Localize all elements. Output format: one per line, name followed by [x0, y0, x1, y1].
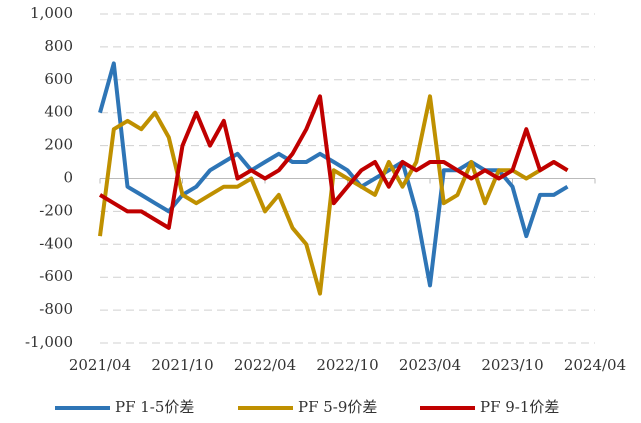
legend-label: PF 9-1价差: [480, 398, 559, 416]
y-tick-label: 400: [44, 103, 73, 121]
x-tick-label: 2021/10: [151, 356, 213, 374]
y-tick-label: -400: [39, 234, 73, 252]
x-tick-label: 2023/04: [399, 356, 461, 374]
x-tick-label: 2023/10: [481, 356, 543, 374]
y-tick-label: 1,000: [30, 4, 73, 22]
y-tick-label: 200: [44, 136, 73, 154]
x-tick-label: 2024/04: [564, 356, 626, 374]
x-tick-label: 2022/04: [234, 356, 296, 374]
y-tick-label: 800: [44, 37, 73, 55]
y-tick-label: -600: [39, 267, 73, 285]
legend-label: PF 1-5价差: [115, 398, 194, 416]
series-line: [98, 61, 569, 288]
y-tick-label: -200: [39, 201, 73, 219]
y-tick-label: 600: [44, 70, 73, 88]
y-tick-label: -800: [39, 300, 73, 318]
y-tick-label: 0: [63, 169, 73, 187]
x-tick-label: 2021/04: [69, 356, 131, 374]
series-line: [98, 94, 569, 230]
y-tick-label: -1,000: [25, 333, 73, 351]
legend-label: PF 5-9价差: [298, 398, 377, 416]
x-tick-label: 2022/10: [316, 356, 378, 374]
